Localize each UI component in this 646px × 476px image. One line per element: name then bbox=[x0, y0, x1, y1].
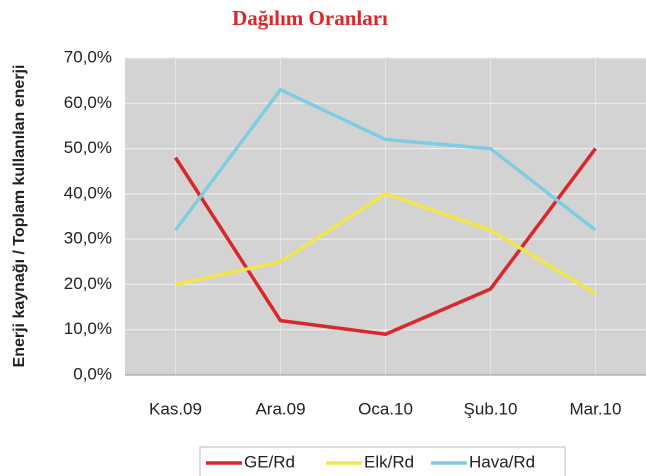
y-tick-label: 60,0% bbox=[64, 93, 112, 112]
legend-label: Elk/Rd bbox=[364, 452, 414, 471]
x-tick-label: Mar.10 bbox=[570, 399, 622, 418]
y-tick-label: 0,0% bbox=[73, 364, 112, 383]
series-line bbox=[174, 147, 597, 336]
y-tick-label: 50,0% bbox=[64, 138, 112, 157]
y-tick-label: 20,0% bbox=[64, 274, 112, 293]
y-tick-label: 30,0% bbox=[64, 229, 112, 248]
chart-title: Dağılım Oranları bbox=[232, 6, 388, 30]
series-line bbox=[174, 87, 597, 232]
x-tick-label: Oca.10 bbox=[358, 399, 413, 418]
y-tick-label: 10,0% bbox=[64, 319, 112, 338]
y-tick-label: 40,0% bbox=[64, 183, 112, 202]
x-tick-label: Şub.10 bbox=[464, 399, 518, 418]
x-tick-label: Ara.09 bbox=[255, 399, 305, 418]
y-axis-label: Enerji kaynağı / Toplam kullanılan enerj… bbox=[11, 65, 28, 368]
y-tick-label: 70,0% bbox=[64, 47, 112, 66]
series-line bbox=[175, 192, 597, 295]
legend-label: Hava/Rd bbox=[469, 452, 535, 471]
legend-label: GE/Rd bbox=[244, 452, 295, 471]
legend-box bbox=[199, 446, 566, 476]
x-tick-label: Kas.09 bbox=[149, 399, 202, 418]
